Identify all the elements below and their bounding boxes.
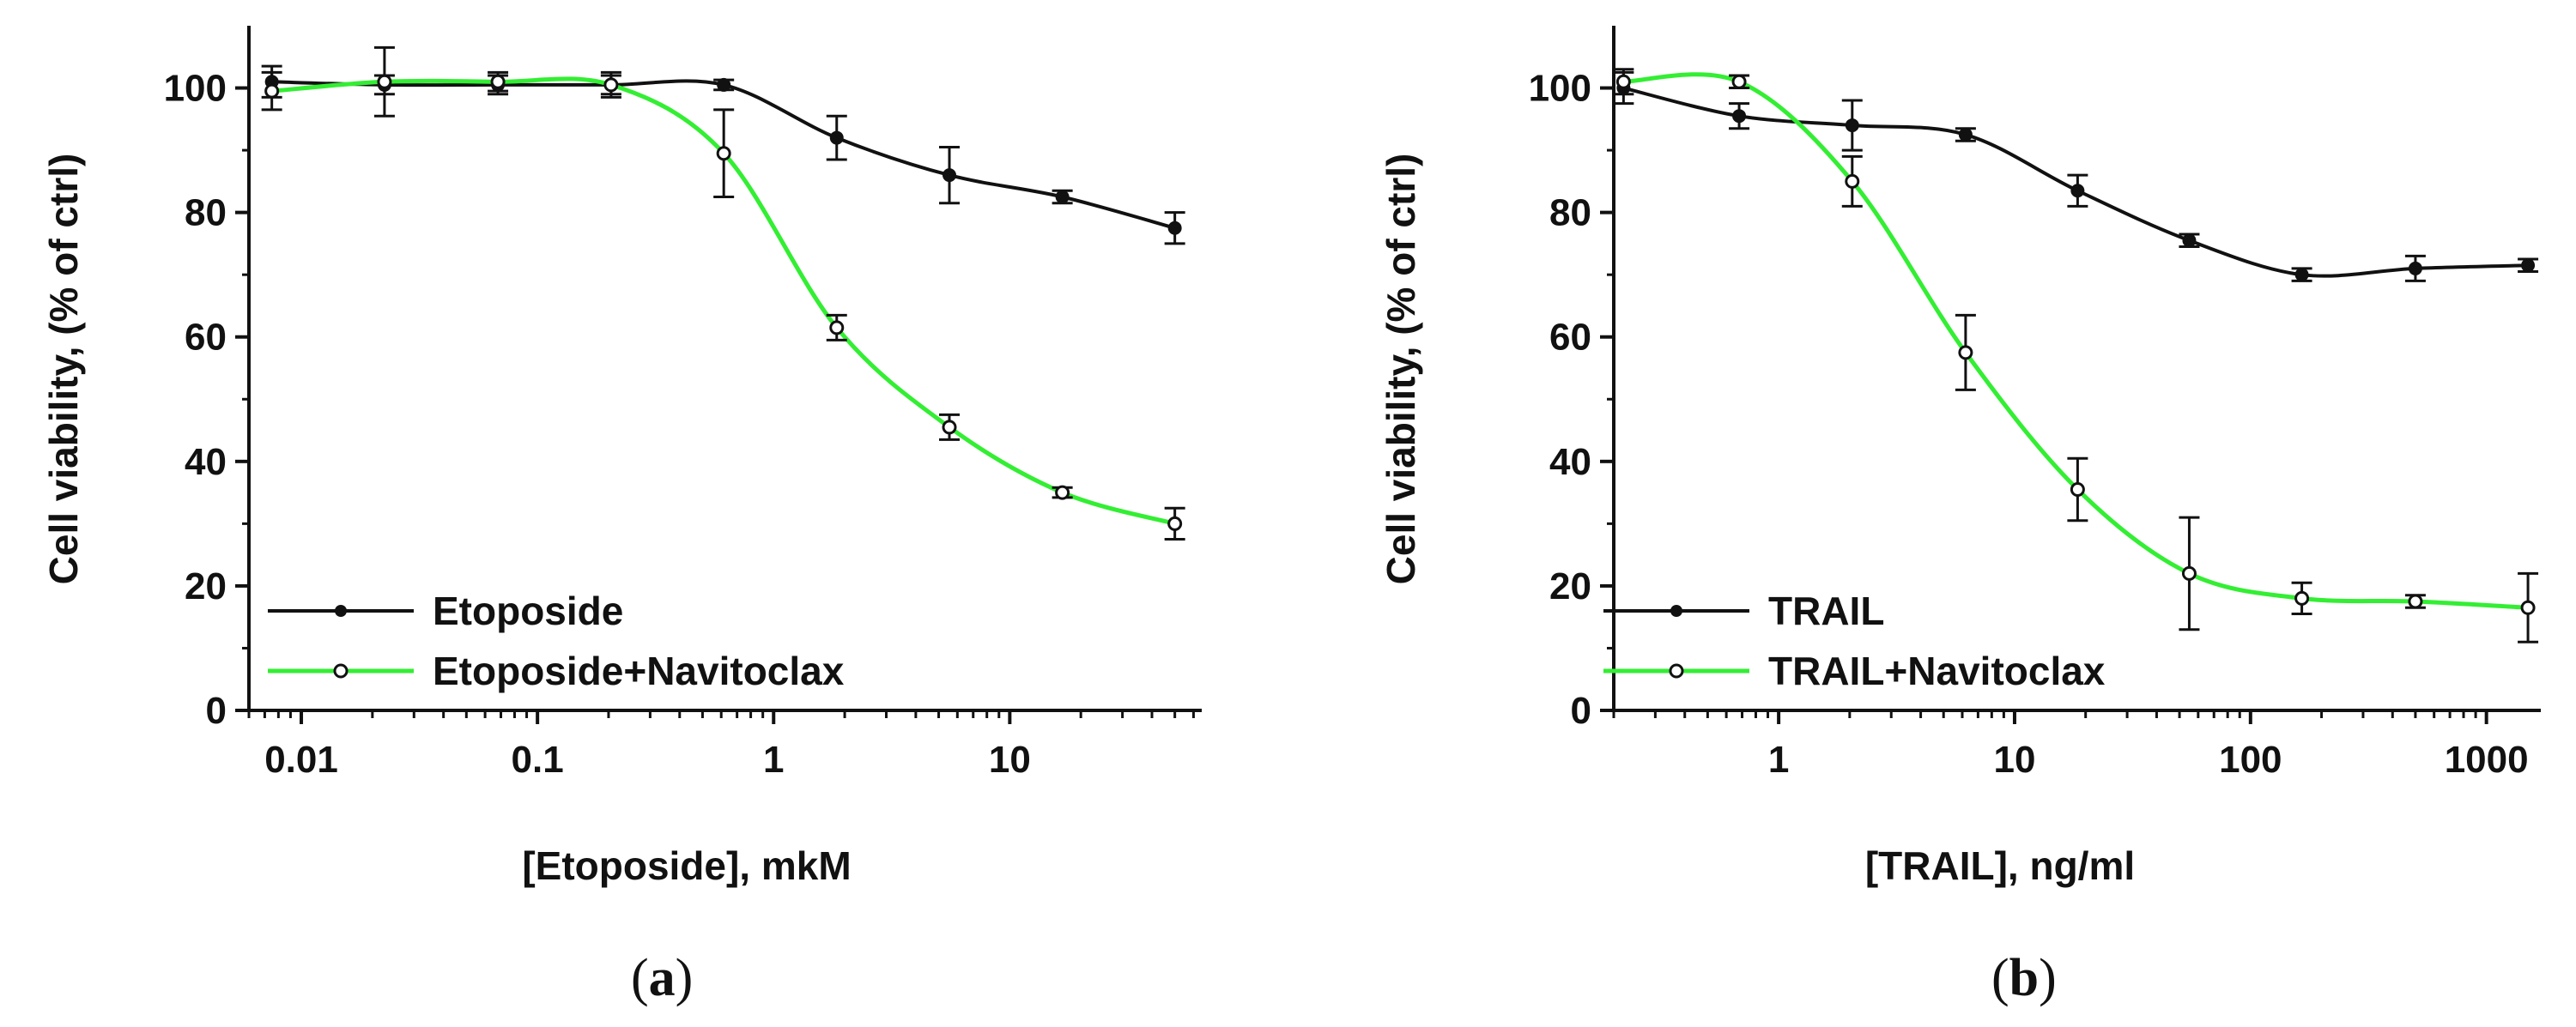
data-point bbox=[1845, 118, 1859, 133]
data-point bbox=[264, 83, 280, 99]
panel-label: (a) bbox=[631, 949, 693, 1007]
series-trail-navitoclax bbox=[1613, 68, 2539, 643]
data-point bbox=[1731, 74, 1747, 89]
x-tick-label: 10 bbox=[989, 739, 1031, 781]
x-tick-label: 1000 bbox=[2445, 739, 2529, 781]
y-tick-label: 40 bbox=[185, 441, 227, 483]
legend-marker bbox=[1670, 605, 1682, 617]
data-point bbox=[2070, 184, 2085, 198]
legend-label: Etoposide+Navitoclax bbox=[433, 649, 845, 693]
data-point bbox=[1845, 173, 1860, 189]
legend-entry: Etoposide bbox=[268, 589, 623, 633]
legend-marker bbox=[1669, 663, 1684, 679]
data-point bbox=[377, 74, 392, 89]
series-trail bbox=[1613, 70, 2539, 282]
y-tick-label: 0 bbox=[206, 690, 227, 732]
data-point bbox=[603, 77, 619, 93]
data-point bbox=[2070, 481, 2085, 497]
legend-entry: TRAIL bbox=[1603, 589, 1884, 633]
data-point bbox=[1055, 190, 1070, 204]
legend-label: Etoposide bbox=[433, 589, 623, 633]
y-tick-label: 20 bbox=[1549, 565, 1591, 607]
y-tick-label: 20 bbox=[185, 565, 227, 607]
y-tick-label: 60 bbox=[1549, 317, 1591, 359]
series-line bbox=[1622, 86, 2529, 278]
legend-entry: Etoposide+Navitoclax bbox=[268, 649, 845, 693]
data-point bbox=[1055, 485, 1070, 500]
panel-label: (b) bbox=[1991, 949, 2057, 1007]
data-point bbox=[716, 146, 731, 161]
data-point bbox=[2294, 268, 2309, 282]
x-tick-label: 1 bbox=[763, 739, 784, 781]
data-point bbox=[1958, 345, 1973, 360]
data-point bbox=[1615, 74, 1631, 89]
y-tick-label: 100 bbox=[164, 68, 227, 110]
data-point bbox=[2520, 600, 2536, 615]
data-point bbox=[2408, 261, 2422, 275]
legend-label: TRAIL+Navitoclax bbox=[1768, 649, 2106, 693]
y-tick-label: 60 bbox=[185, 317, 227, 359]
y-tick-label: 100 bbox=[1529, 68, 1591, 110]
y-tick-label: 80 bbox=[1549, 192, 1591, 234]
x-tick-label: 100 bbox=[2219, 739, 2282, 781]
y-axis-title: Cell viability, (% of ctrl) bbox=[41, 154, 86, 585]
legend-label: TRAIL bbox=[1768, 589, 1884, 633]
y-tick-label: 0 bbox=[1571, 690, 1591, 732]
x-tick-label: 10 bbox=[1993, 739, 2035, 781]
series-line bbox=[271, 76, 1176, 526]
data-point bbox=[2182, 233, 2197, 248]
data-point bbox=[2181, 565, 2197, 581]
data-point bbox=[1167, 221, 1182, 235]
data-point bbox=[2521, 258, 2536, 273]
x-tick-label: 0.1 bbox=[512, 739, 564, 781]
y-axis-title: Cell viability, (% of ctrl) bbox=[1379, 154, 1423, 585]
data-point bbox=[1958, 127, 1973, 142]
chart-panel-a: 0 20 40 60 80 100 0.01 0.1 1 10 [Etoposide], mkM Ce… bbox=[41, 26, 1202, 1007]
legend-entry: TRAIL+Navitoclax bbox=[1603, 649, 2106, 693]
legend-marker bbox=[333, 663, 349, 679]
y-tick-label: 80 bbox=[185, 192, 227, 234]
y-tick-label: 40 bbox=[1549, 441, 1591, 483]
data-point bbox=[2294, 590, 2310, 606]
data-point bbox=[942, 420, 957, 435]
data-point bbox=[717, 77, 731, 92]
series-line bbox=[1623, 72, 2529, 610]
data-point bbox=[2408, 594, 2423, 609]
x-axis-title: [TRAIL], ng/ml bbox=[1865, 843, 2135, 888]
data-point bbox=[1732, 109, 1747, 124]
data-point bbox=[490, 74, 506, 89]
x-tick-label: 1 bbox=[1768, 739, 1789, 781]
data-point bbox=[943, 168, 957, 183]
x-tick-label: 0.01 bbox=[264, 739, 338, 781]
series-etoposide-navitoclax bbox=[261, 45, 1185, 541]
legend-marker bbox=[335, 605, 347, 617]
data-point bbox=[1167, 516, 1183, 531]
chart-panel-b: 0 20 40 60 80 100 1 10 100 1000 [TRAIL], ng/ml Cell… bbox=[1379, 26, 2541, 1007]
data-point bbox=[829, 320, 845, 335]
data-point bbox=[829, 130, 844, 145]
x-axis-title: [Etoposide], mkM bbox=[522, 843, 851, 888]
